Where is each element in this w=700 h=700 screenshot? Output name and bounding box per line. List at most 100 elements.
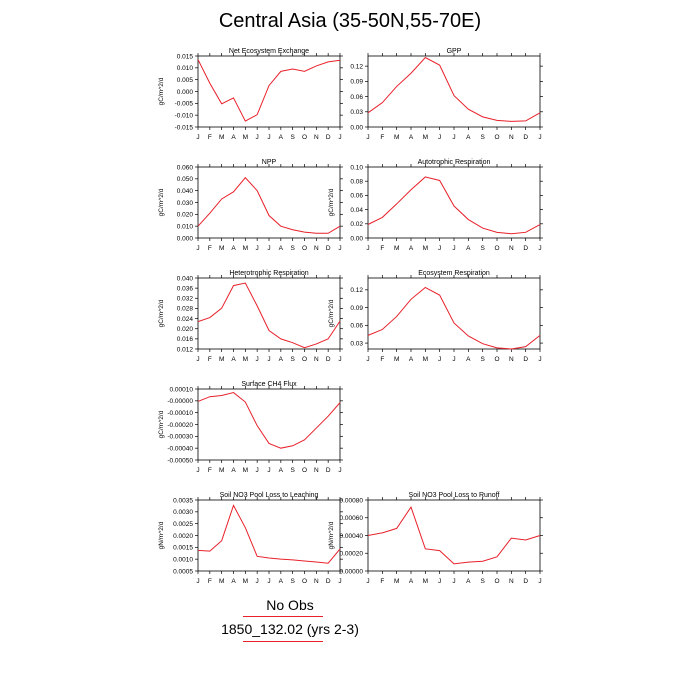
month-label-6-3: A (231, 467, 236, 474)
panel-title-5: Ecosystem Respiration (418, 270, 490, 277)
legend-label-run: 1850_132.02 (yrs 2-3) (221, 621, 359, 637)
month-label-4-5: J (256, 356, 259, 363)
ytick-label-2-4: 0.040 (177, 188, 194, 195)
month-label-8-6: J (452, 578, 455, 585)
month-label-7-11: D (326, 578, 331, 585)
month-label-7-9: O (302, 578, 307, 585)
month-label-5-11: D (523, 356, 528, 363)
month-label-7-12: J (338, 578, 341, 585)
panel-frame-5 (367, 277, 541, 350)
month-label-8-3: A (409, 578, 414, 585)
ylabel-8: gN/m^2/d (328, 521, 335, 549)
series-line-6 (197, 392, 341, 449)
ytick-label-7-0: 0.0005 (173, 568, 193, 575)
month-label-8-11: D (523, 578, 528, 585)
panel-title-2: NPP (262, 159, 277, 166)
month-label-4-0: J (196, 356, 199, 363)
month-label-6-6: J (267, 467, 270, 474)
month-label-7-0: J (196, 578, 199, 585)
page-title: Central Asia (35-50N,55-70E) (218, 10, 482, 32)
ytick-label-0-6: 0.015 (177, 53, 194, 60)
series-line-4 (197, 282, 341, 349)
ytick-label-1-1: 0.03 (350, 109, 363, 116)
series-line-3 (367, 176, 541, 235)
month-label-5-3: A (409, 356, 414, 363)
ytick-label-0-0: -0.015 (175, 124, 194, 131)
month-label-3-5: J (438, 245, 441, 252)
month-label-3-4: M (423, 245, 428, 252)
month-label-0-2: M (219, 134, 224, 141)
series-line-1 (367, 56, 541, 122)
ytick-label-2-2: 0.020 (177, 212, 194, 219)
legend-line-top (243, 616, 323, 617)
month-label-2-11: D (326, 245, 331, 252)
ytick-label-0-5: 0.010 (177, 65, 194, 72)
month-label-5-4: M (423, 356, 428, 363)
ytick-label-6-2: -0.00030 (167, 434, 193, 441)
month-label-7-10: N (314, 578, 319, 585)
ytick-label-3-2: 0.04 (350, 207, 363, 214)
ytick-label-4-2: 0.020 (177, 326, 194, 333)
panel-title-8: Soil NO3 Pool Loss to Runoff (409, 492, 500, 499)
ytick-label-8-1: 0.00020 (340, 551, 364, 558)
ytick-label-7-1: 0.0010 (173, 556, 193, 563)
month-label-2-9: O (302, 245, 307, 252)
month-label-8-0: J (366, 578, 369, 585)
ytick-label-0-3: 0.000 (177, 89, 194, 96)
ytick-label-4-5: 0.032 (177, 296, 194, 303)
month-label-0-3: A (231, 134, 236, 141)
month-label-5-12: J (538, 356, 541, 363)
month-label-2-7: A (279, 245, 284, 252)
panel-title-1: GPP (447, 48, 462, 55)
ytick-label-7-6: 0.0035 (173, 497, 193, 504)
month-label-7-4: M (243, 578, 248, 585)
ylabel-5: gC/m^2/d (328, 299, 335, 327)
month-label-0-11: D (326, 134, 331, 141)
month-label-0-9: O (302, 134, 307, 141)
month-label-4-9: O (302, 356, 307, 363)
ytick-label-8-4: 0.00080 (340, 497, 364, 504)
panel-frame-1 (367, 55, 541, 128)
month-label-3-1: F (380, 245, 384, 252)
month-label-1-12: J (538, 134, 541, 141)
panel-frame-8 (367, 499, 541, 572)
ytick-label-4-6: 0.036 (177, 285, 194, 292)
month-label-8-8: S (480, 578, 485, 585)
month-label-0-8: S (290, 134, 295, 141)
month-label-3-9: O (494, 245, 499, 252)
ytick-label-6-0: -0.00050 (167, 457, 193, 464)
ytick-label-1-4: 0.12 (350, 63, 363, 70)
month-label-6-12: J (338, 467, 341, 474)
month-label-8-7: A (466, 578, 471, 585)
ytick-label-5-2: 0.09 (350, 305, 363, 312)
ytick-label-5-1: 0.06 (350, 323, 363, 330)
month-label-5-1: F (380, 356, 384, 363)
month-label-4-2: M (219, 356, 224, 363)
month-label-6-11: D (326, 467, 331, 474)
ytick-label-3-1: 0.02 (350, 221, 363, 228)
month-label-2-2: M (219, 245, 224, 252)
month-label-4-11: D (326, 356, 331, 363)
month-label-0-12: J (338, 134, 341, 141)
month-label-3-12: J (538, 245, 541, 252)
ylabel-2: gC/m^2/d (158, 188, 165, 216)
ylabel-6: gC/m^2/d (158, 410, 165, 438)
ytick-label-1-2: 0.06 (350, 94, 363, 101)
month-label-0-6: J (267, 134, 270, 141)
month-label-0-5: J (256, 134, 259, 141)
month-label-6-8: S (290, 467, 295, 474)
month-label-3-3: A (409, 245, 414, 252)
month-label-4-7: A (279, 356, 284, 363)
series-line-7 (197, 504, 341, 564)
month-label-1-11: D (523, 134, 528, 141)
panel-title-7: Soil NO3 Pool Loss to Leaching (220, 492, 319, 499)
month-label-5-5: J (438, 356, 441, 363)
month-label-1-0: J (366, 134, 369, 141)
month-label-5-7: A (466, 356, 471, 363)
ylabel-4: gC/m^2/d (158, 299, 165, 327)
month-label-5-10: N (509, 356, 514, 363)
month-label-5-2: M (394, 356, 399, 363)
month-label-1-5: J (438, 134, 441, 141)
ytick-label-7-5: 0.0030 (173, 509, 193, 516)
month-label-4-1: F (208, 356, 212, 363)
